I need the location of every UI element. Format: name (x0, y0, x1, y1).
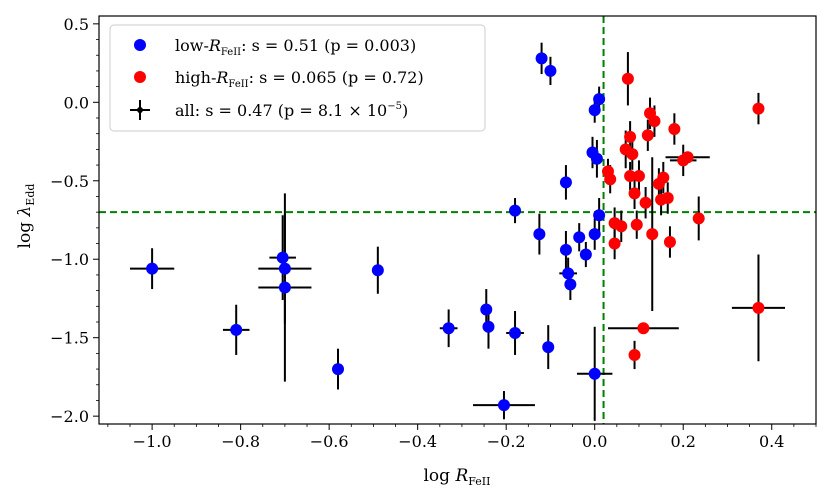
legend-box (109, 24, 486, 132)
data-point-low (497, 399, 510, 412)
data-point-low (593, 93, 606, 106)
data-point-low (588, 228, 601, 241)
data-point-high (661, 192, 674, 205)
x-tick-label: −0.6 (310, 432, 349, 451)
legend-marker-all (130, 100, 150, 120)
data-point-high (628, 348, 641, 361)
x-tick-label: 0.0 (582, 432, 607, 451)
y-tick-label: 0.5 (64, 15, 89, 34)
data-point-low (559, 176, 572, 189)
y-tick-label: −0.5 (50, 172, 89, 191)
data-point-high (628, 187, 641, 200)
data-point-low (332, 363, 344, 376)
data-point-low (442, 322, 455, 335)
data-point-low (278, 281, 291, 294)
data-point-high (668, 122, 681, 135)
x-axis-label: log RFeII (423, 466, 490, 488)
data-point-low (590, 152, 603, 165)
data-point-low (371, 264, 384, 277)
data-point-high (752, 102, 765, 115)
data-point-low (533, 228, 546, 241)
data-point-high (604, 173, 617, 186)
data-points (146, 52, 765, 412)
data-point-high (663, 235, 676, 248)
data-point-high (624, 130, 637, 143)
data-point-low (588, 104, 601, 117)
legend-label-low: low-RFeII: s = 0.51 (p = 0.003) (175, 36, 416, 58)
data-point-low (509, 326, 522, 339)
data-point-low (480, 303, 493, 316)
data-point-low (564, 278, 577, 291)
x-tick-label: −0.8 (221, 432, 260, 451)
data-point-high (752, 301, 765, 314)
data-point-low (535, 52, 548, 65)
data-point-high (632, 170, 645, 183)
y-tick-label: −1.0 (50, 250, 89, 269)
data-point-high (637, 322, 650, 335)
data-point-low (278, 262, 291, 275)
data-point-high (692, 212, 705, 225)
x-tick-label: 0.4 (759, 432, 784, 451)
data-point-high (681, 151, 694, 164)
data-point-high (657, 171, 670, 184)
y-tick-label: −2.0 (50, 407, 89, 426)
data-point-low (559, 243, 572, 256)
data-point-low (573, 231, 586, 244)
y-tick-label: −1.5 (50, 329, 89, 348)
x-tick-label: −0.2 (487, 432, 526, 451)
y-axis-label: log λEdd (15, 184, 37, 249)
data-point-low (482, 320, 495, 333)
y-tick-label: 0.0 (64, 93, 89, 112)
legend: low-RFeII: s = 0.51 (p = 0.003) high-RFe… (109, 24, 486, 132)
data-point-low (562, 267, 575, 280)
data-point-high (608, 237, 621, 250)
x-tick-label: 0.2 (670, 432, 695, 451)
legend-label-high: high-RFeII: s = 0.065 (p = 0.72) (175, 68, 424, 90)
data-point-high (648, 115, 661, 128)
data-point-high (646, 228, 659, 241)
x-tick-label: −1.0 (133, 432, 172, 451)
axis-ticks: −1.0 −0.8 −0.6 −0.4 −0.2 0.0 0.2 0.4 0.5 0.0 −0.5 −… (50, 15, 817, 451)
data-point-high (639, 196, 652, 209)
data-point-low (230, 323, 243, 336)
data-point-high (615, 220, 628, 233)
data-point-low (593, 209, 606, 222)
data-point-low (542, 341, 555, 354)
data-point-high (641, 129, 654, 142)
data-point-low (276, 251, 289, 264)
legend-marker-low (134, 39, 146, 51)
data-point-low (544, 64, 557, 77)
data-point-high (626, 148, 639, 161)
reference-lines (99, 16, 816, 424)
legend-marker-high (134, 71, 146, 83)
data-point-high (621, 72, 634, 85)
data-point-high (624, 170, 637, 183)
x-tick-label: −0.4 (398, 432, 437, 451)
data-point-low (509, 204, 522, 217)
legend-label-all: all: s = 0.47 (p = 8.1 × 10−5) (175, 101, 408, 120)
data-point-low (588, 367, 601, 380)
data-point-low (146, 262, 159, 275)
plot-frame (98, 15, 817, 425)
data-point-low (579, 248, 592, 261)
data-point-high (630, 218, 643, 231)
